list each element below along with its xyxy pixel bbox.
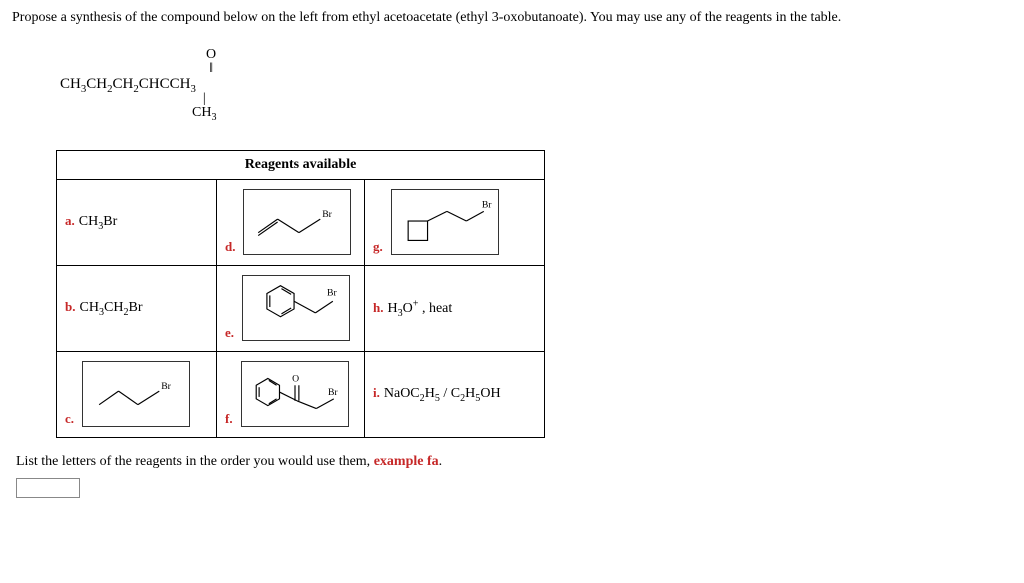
reagent-label: g. xyxy=(373,239,383,255)
svg-text:Br: Br xyxy=(482,200,492,211)
reagent-cell: e. Br xyxy=(217,265,365,351)
reagent-cell: c. Br xyxy=(57,351,217,437)
svg-text:Br: Br xyxy=(327,287,337,298)
reagent-cell: g. Br xyxy=(365,179,545,265)
reagent-formula: CH3CH2Br xyxy=(79,300,142,315)
answer-input[interactable] xyxy=(16,478,80,498)
reagent-cell: d. Br xyxy=(217,179,365,265)
structure-box: Br xyxy=(82,361,190,427)
svg-text:Br: Br xyxy=(328,387,338,398)
structure-box: Br xyxy=(242,275,350,341)
reagent-label: h. xyxy=(373,300,383,315)
branch-chain: |CH3 xyxy=(192,92,217,123)
table-row: b. CH3CH2Br e. Br h. H3O+ , heat xyxy=(57,265,545,351)
reagent-cell: f. O Br xyxy=(217,351,365,437)
table-header: Reagents available xyxy=(57,150,545,179)
reagent-label: d. xyxy=(225,239,235,255)
reagents-table: Reagents available a.CH3Brd. Brg. Brb.CH… xyxy=(56,150,545,438)
reagent-label: c. xyxy=(65,411,74,427)
reagent-formula: CH3Br xyxy=(79,214,118,229)
reagent-label: e. xyxy=(225,325,234,341)
reagent-cell: a. CH3Br xyxy=(57,179,217,265)
svg-text:O: O xyxy=(292,373,299,384)
reagent-label: a. xyxy=(65,213,75,228)
reagent-cell: b. CH3CH2Br xyxy=(57,265,217,351)
question-text: Propose a synthesis of the compound belo… xyxy=(12,8,1012,28)
reagent-formula: H3O+ , heat xyxy=(387,301,452,316)
reagent-cell: h. H3O+ , heat xyxy=(365,265,545,351)
example-text: example fa xyxy=(374,454,439,469)
reagent-label: i. xyxy=(373,385,380,400)
structure-box: O Br xyxy=(241,361,349,427)
instruction-text: List the letters of the reagents in the … xyxy=(16,454,1012,470)
reagent-formula: NaOC2H5 / C2H5OH xyxy=(384,386,501,401)
structure-box: Br xyxy=(391,189,499,255)
svg-text:Br: Br xyxy=(161,381,171,392)
table-row: a.CH3Brd. Brg. Br xyxy=(57,179,545,265)
structure-box: Br xyxy=(243,189,351,255)
main-chain: CH3CH2CH2CHCCH3 xyxy=(60,76,196,95)
carbonyl-fragment: O‖ xyxy=(206,48,216,76)
reagent-label: b. xyxy=(65,299,75,314)
reagent-label: f. xyxy=(225,411,233,427)
reagent-cell: i. NaOC2H5 / C2H5OH xyxy=(365,351,545,437)
svg-text:Br: Br xyxy=(323,209,333,220)
table-row: c. Brf. O Bri.NaOC2H5 / C2H5OH xyxy=(57,351,545,437)
target-compound: O‖ CH3CH2CH2CHCCH3 |CH3 xyxy=(60,48,1012,132)
